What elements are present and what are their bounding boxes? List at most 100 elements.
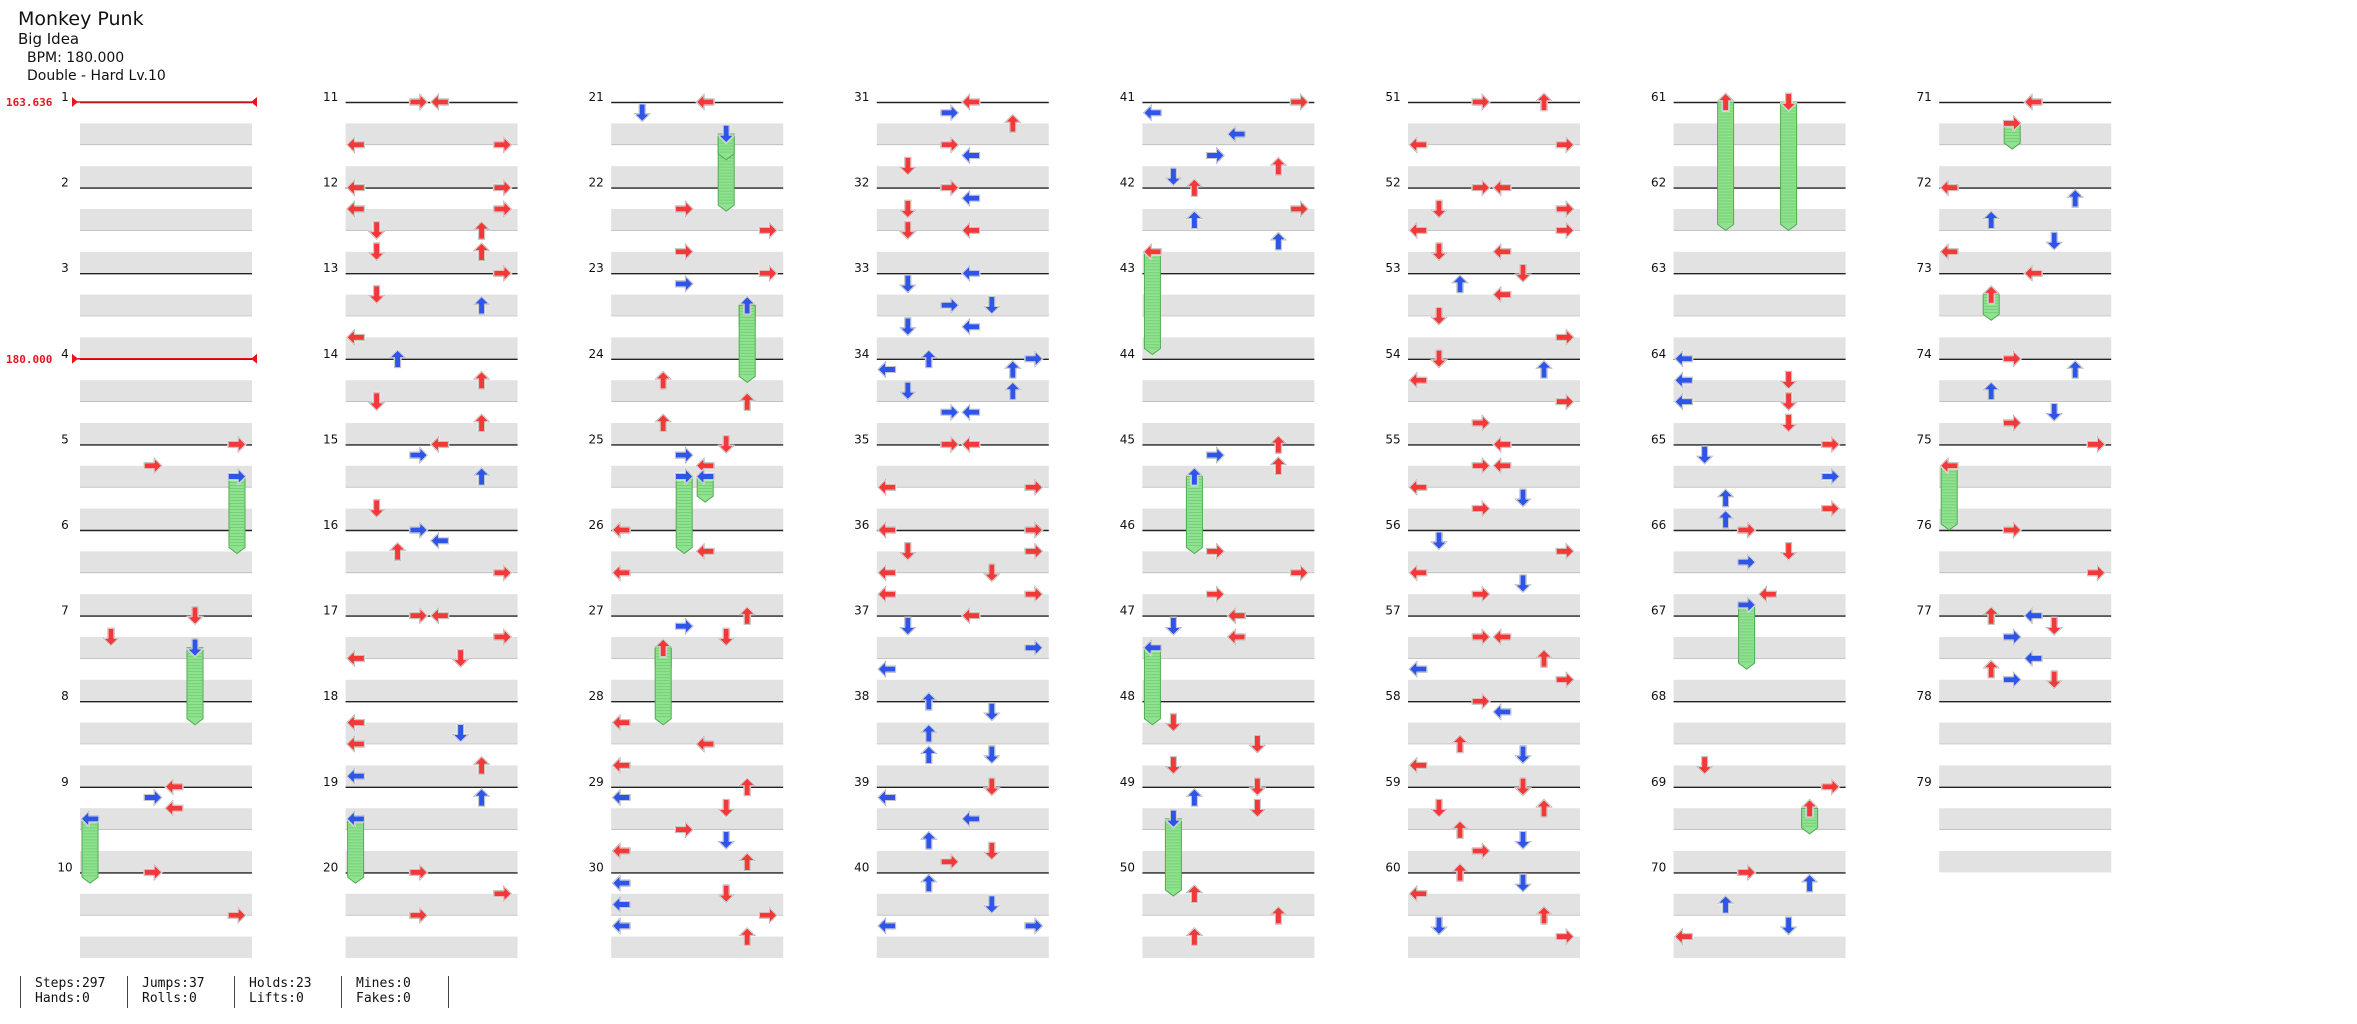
up-arrow-icon (738, 391, 756, 412)
beat-stripe (611, 808, 784, 830)
left-arrow-icon (1408, 564, 1428, 582)
beat-stripe (1408, 423, 1580, 445)
arrow-shape (1982, 209, 2000, 230)
beat-stripe (611, 679, 784, 702)
note (388, 349, 407, 369)
hold-note (1143, 251, 1161, 356)
note (611, 917, 631, 935)
measure-64: 64 (1651, 347, 1846, 445)
measure-number: 23 (589, 261, 604, 275)
arrow-outline (1248, 734, 1267, 754)
down-arrow-icon (2045, 670, 2063, 690)
beat-stripe (80, 851, 252, 873)
measure-number: 44 (1120, 347, 1135, 361)
measure-number: 1 (61, 90, 69, 104)
beat-stripe (1939, 294, 2112, 316)
hold-note (1143, 647, 1161, 726)
note (1142, 243, 1163, 356)
arrow-outline (611, 521, 631, 539)
up-arrow-icon (1185, 177, 1204, 198)
right-arrow-icon (674, 446, 694, 464)
arrow-outline (1737, 596, 1757, 614)
note (2045, 616, 2063, 636)
note (345, 810, 366, 884)
arrow-outline (493, 178, 513, 197)
arrow-outline (1737, 553, 1757, 571)
beat-stripe (1939, 123, 2112, 145)
note (611, 713, 631, 732)
note (717, 434, 735, 455)
beat-stripe (80, 209, 252, 231)
arrow-outline (899, 616, 917, 636)
arrow-shape (1269, 156, 1288, 176)
note (1800, 873, 1819, 893)
arrow-shape (1471, 457, 1491, 475)
down-arrow-icon (1514, 777, 1532, 797)
note (899, 616, 917, 636)
arrow-outline (1248, 798, 1267, 818)
arrow-shape (983, 745, 1001, 765)
arrow-outline (1004, 381, 1022, 401)
arrow-shape (2023, 649, 2043, 668)
left-arrow-icon (1939, 178, 1959, 197)
note (674, 446, 694, 464)
arrow-outline (1226, 606, 1246, 625)
note (1430, 798, 1448, 818)
measure-43: 43 (1120, 261, 1315, 359)
beat-stripe (345, 123, 518, 145)
arrow-shape (345, 136, 366, 154)
arrow-outline (472, 242, 491, 262)
arrow-shape (1939, 457, 1959, 475)
arrow-shape (611, 713, 631, 732)
arrow-outline (654, 370, 672, 390)
arrow-shape (472, 295, 491, 315)
arrow-shape (1142, 639, 1163, 657)
left-arrow-icon (961, 146, 981, 165)
measure-number: 2 (61, 176, 69, 190)
beat-stripe (1939, 765, 2112, 787)
note (1535, 359, 1553, 380)
measure-number: 33 (854, 261, 869, 275)
left-arrow-icon (611, 521, 631, 539)
measure-number: 78 (1917, 689, 1932, 703)
arrow-outline (367, 221, 386, 240)
down-arrow-icon (1779, 916, 1798, 936)
up-arrow-icon (1535, 798, 1553, 818)
arrow-outline (493, 564, 513, 582)
note (961, 189, 981, 208)
beat-stripe (876, 594, 1049, 616)
note (1471, 585, 1491, 603)
note (1408, 756, 1428, 775)
up-arrow-icon (1451, 819, 1469, 840)
arrow-outline (409, 446, 429, 464)
arrow-outline (1939, 243, 1959, 261)
note (674, 200, 694, 218)
arrow-shape (1164, 809, 1183, 829)
right-arrow-icon (408, 863, 429, 882)
arrow-shape (1430, 916, 1448, 936)
right-arrow-icon (940, 435, 960, 454)
measure-number: 76 (1917, 518, 1932, 532)
note (1451, 274, 1469, 294)
measure-number: 4 (61, 347, 69, 361)
note (1024, 638, 1044, 657)
note (611, 756, 631, 775)
arrow-shape (1185, 177, 1204, 198)
right-arrow-icon (1024, 350, 1044, 368)
arrow-shape (1430, 199, 1448, 219)
arrow-outline (1451, 820, 1469, 839)
beat-stripe (1408, 209, 1580, 231)
hold-body (1780, 101, 1798, 232)
arrow-outline (1248, 777, 1267, 797)
measure-number: 63 (1651, 261, 1666, 275)
arrow-shape (80, 810, 100, 828)
arrow-shape (1716, 509, 1735, 529)
stat-fakes: Fakes:0 (356, 991, 411, 1006)
arrow-outline (346, 735, 365, 753)
up-arrow-icon (2066, 188, 2084, 209)
arrow-shape (1779, 92, 1798, 112)
measure-number: 25 (589, 432, 604, 446)
up-arrow-icon (1716, 488, 1735, 508)
arrow-outline (1471, 499, 1491, 518)
note (1471, 93, 1491, 111)
